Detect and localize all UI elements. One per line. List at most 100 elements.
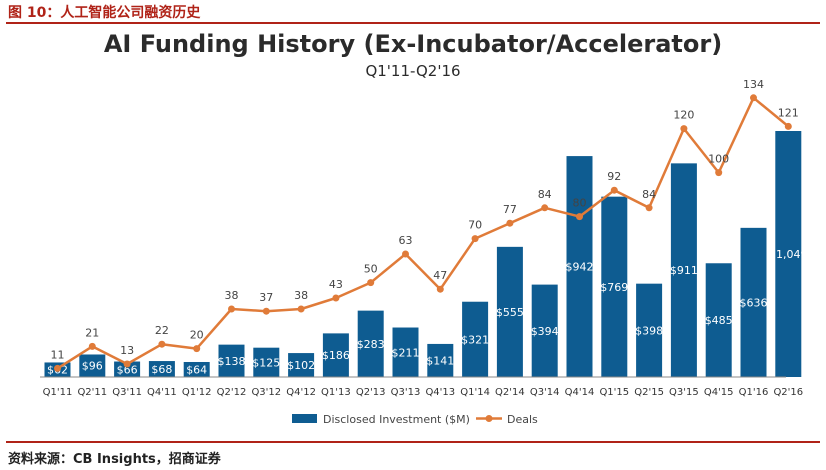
deals-point bbox=[750, 94, 757, 102]
x-tick-label: Q1'12 bbox=[182, 387, 212, 398]
x-tick-label: Q1'15 bbox=[599, 387, 629, 398]
deals-value-label: 38 bbox=[294, 289, 308, 302]
deals-value-label: 38 bbox=[225, 289, 239, 302]
bottom-rule bbox=[6, 441, 820, 443]
deals-point bbox=[576, 213, 583, 221]
deals-point bbox=[402, 250, 409, 258]
bar bbox=[114, 361, 141, 377]
x-tick-label: Q2'16 bbox=[773, 387, 803, 398]
legend-line-marker bbox=[485, 415, 493, 422]
bar-value-label: $211 bbox=[392, 346, 420, 359]
bar bbox=[148, 361, 175, 377]
bar bbox=[183, 361, 210, 377]
x-tick-label: Q3'14 bbox=[530, 387, 560, 398]
deals-point bbox=[541, 204, 549, 212]
x-tick-label: Q2'12 bbox=[217, 387, 247, 398]
deals-value-label: 50 bbox=[364, 263, 378, 276]
deals-value-label: 100 bbox=[708, 153, 729, 166]
deals-point bbox=[436, 285, 444, 293]
bar bbox=[566, 156, 593, 377]
deals-value-label: 77 bbox=[503, 203, 517, 216]
deals-point bbox=[645, 204, 653, 212]
bar bbox=[253, 347, 280, 377]
bar-value-label: $398 bbox=[635, 324, 663, 337]
deals-point bbox=[228, 305, 235, 313]
x-tick-label: Q4'11 bbox=[147, 387, 177, 398]
bar-value-label: $485 bbox=[705, 314, 733, 327]
deals-point bbox=[506, 219, 514, 227]
deals-value-label: 70 bbox=[468, 219, 482, 232]
bar bbox=[462, 301, 489, 377]
bar bbox=[392, 327, 419, 377]
deals-value-label: 20 bbox=[190, 329, 204, 342]
x-tick-label: Q4'14 bbox=[565, 387, 595, 398]
deals-value-label: 120 bbox=[673, 109, 694, 122]
deals-value-label: 92 bbox=[607, 170, 621, 183]
x-tick-label: Q3'12 bbox=[251, 387, 281, 398]
legend: Disclosed Investment ($M) Deals bbox=[292, 413, 538, 426]
bar bbox=[636, 283, 663, 377]
bar-value-label: $769 bbox=[600, 281, 628, 294]
bar-value-label: $141 bbox=[426, 354, 454, 367]
x-axis: Q1'11 Q2'11 Q3'11 Q4'11 Q1'12 Q2'12 Q3'12 Q4'12… bbox=[40, 376, 803, 398]
legend-line-label: Deals bbox=[507, 413, 538, 426]
bar-value-label: $102 bbox=[287, 359, 315, 372]
deals-point bbox=[715, 169, 723, 177]
legend-bar-label: Disclosed Investment ($M) bbox=[323, 413, 470, 426]
figure-label: 图 10：人工智能公司融资历史 bbox=[8, 5, 201, 21]
bar bbox=[670, 163, 697, 377]
bar-value-label: $125 bbox=[252, 356, 280, 369]
deals-point bbox=[158, 340, 166, 348]
deals-point bbox=[123, 360, 131, 368]
deals-value-label: 13 bbox=[120, 344, 134, 357]
bar-value-label: $911 bbox=[670, 264, 698, 277]
bar-value-label: $96 bbox=[82, 360, 103, 373]
deals-value-label: 47 bbox=[433, 269, 447, 282]
bar-value-label: $942 bbox=[566, 261, 594, 274]
bar bbox=[740, 227, 767, 377]
bar-value-label: $138 bbox=[218, 355, 246, 368]
x-tick-label: Q2'14 bbox=[495, 387, 525, 398]
bar bbox=[531, 284, 558, 377]
source-note: 资料来源：CB Insights，招商证券 bbox=[8, 452, 221, 467]
bar-value-label: $555 bbox=[496, 306, 524, 319]
top-rule bbox=[6, 22, 820, 24]
deals-point bbox=[297, 305, 305, 313]
deals-value-label: 37 bbox=[259, 291, 273, 304]
bar-series: $62$96$66$68$64$138$125$102$186$283$211$… bbox=[44, 131, 808, 377]
x-tick-label: Q4'12 bbox=[286, 387, 316, 398]
deals-value-label: 84 bbox=[642, 188, 656, 201]
deals-point bbox=[367, 279, 375, 287]
bar-value-label: $283 bbox=[357, 338, 385, 351]
x-tick-label: Q1'11 bbox=[43, 387, 73, 398]
x-tick-label: Q2'15 bbox=[634, 387, 664, 398]
bar bbox=[496, 246, 523, 377]
bar bbox=[288, 353, 315, 377]
x-tick-label: Q1'16 bbox=[739, 387, 769, 398]
deals-point bbox=[54, 364, 61, 372]
deals-point bbox=[784, 122, 792, 130]
deals-line bbox=[56, 96, 790, 370]
chart-title: AI Funding History (Ex-Incubator/Acceler… bbox=[103, 30, 723, 58]
deals-value-label: 63 bbox=[399, 234, 413, 247]
bar-value-label: $66 bbox=[117, 363, 138, 376]
deals-point bbox=[680, 125, 688, 133]
x-tick-label: Q4'15 bbox=[704, 387, 734, 398]
bar-value-label: $321 bbox=[461, 333, 489, 346]
bar-value-label: $186 bbox=[322, 349, 350, 362]
bar bbox=[705, 263, 732, 377]
bar-value-label: $636 bbox=[740, 296, 768, 309]
deals-point bbox=[262, 307, 270, 315]
bar bbox=[427, 343, 454, 377]
deals-point bbox=[193, 345, 201, 353]
deals-value-label: 134 bbox=[743, 78, 764, 91]
bar bbox=[357, 310, 384, 377]
deals-value-label: 43 bbox=[329, 278, 343, 291]
bar-value-label: $68 bbox=[151, 363, 172, 376]
deals-value-label: 84 bbox=[538, 188, 552, 201]
legend-bar-swatch bbox=[292, 414, 317, 423]
x-tick-label: Q3'13 bbox=[391, 387, 421, 398]
deals-point bbox=[88, 342, 96, 350]
x-tick-label: Q3'11 bbox=[112, 387, 142, 398]
